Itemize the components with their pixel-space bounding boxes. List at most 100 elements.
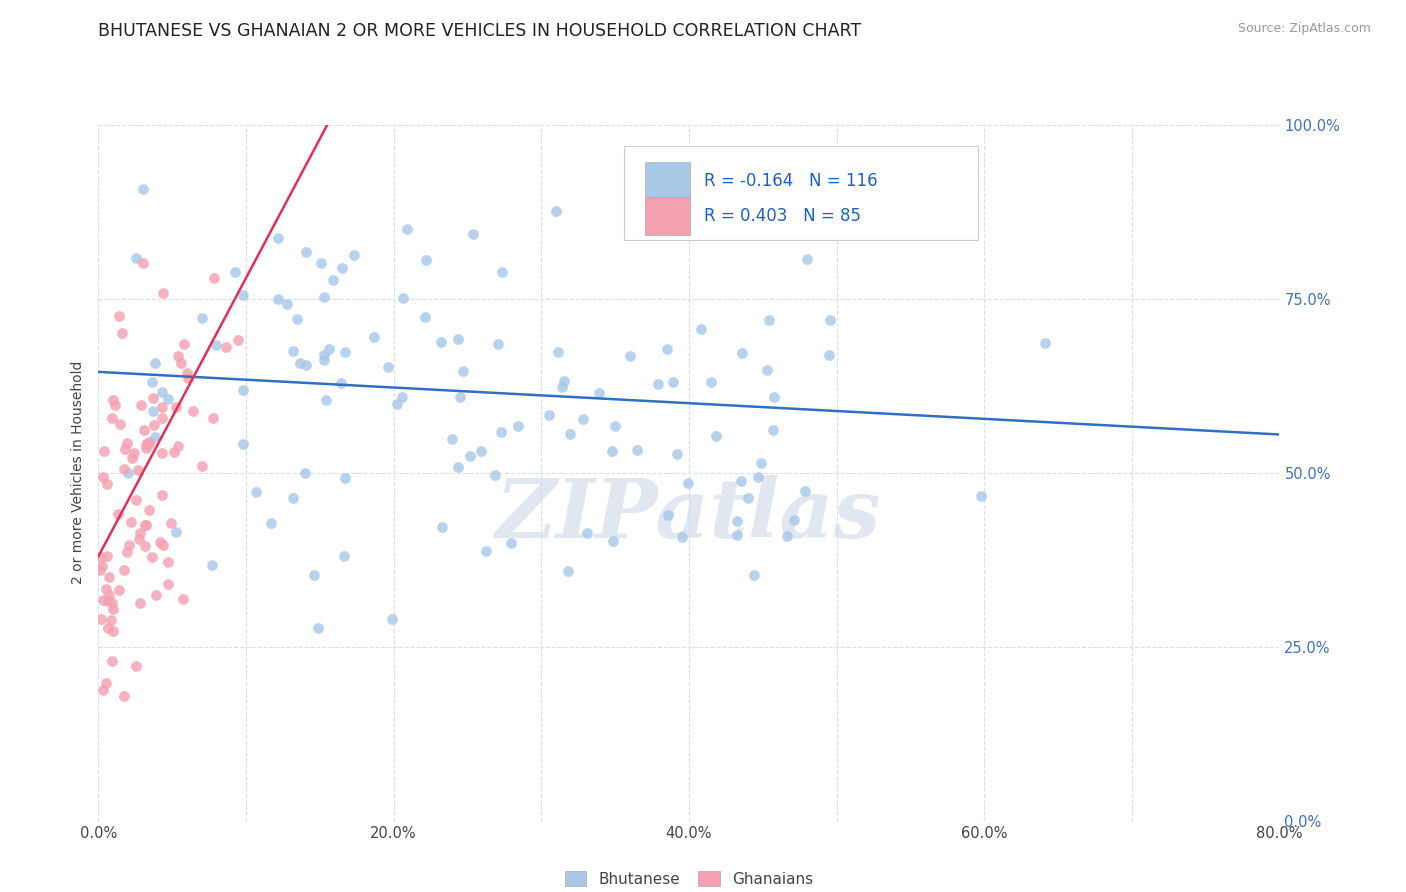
Text: R = -0.164   N = 116: R = -0.164 N = 116 (704, 172, 877, 191)
Point (120, 515, 142, 529)
Point (91, 592, 114, 607)
Point (430, 520, 453, 534)
Point (166, 440, 188, 454)
Point (112, 689, 135, 703)
Text: ZIPatlas: ZIPatlas (496, 475, 882, 555)
Point (215, 340, 238, 354)
Point (491, 265, 513, 279)
Point (122, 446, 145, 460)
Point (747, 470, 769, 484)
Point (101, 654, 124, 668)
Point (201, 558, 224, 573)
Point (415, 252, 437, 267)
Point (118, 538, 141, 552)
Point (762, 390, 785, 404)
Point (538, 409, 561, 423)
Point (322, 273, 344, 287)
Point (315, 393, 337, 408)
Point (131, 181, 153, 195)
Point (143, 418, 166, 433)
Point (121, 450, 143, 465)
Point (96, 676, 118, 690)
Point (93, 444, 115, 458)
Point (201, 411, 224, 425)
Point (166, 349, 188, 363)
Point (204, 271, 226, 285)
Point (128, 526, 150, 541)
FancyBboxPatch shape (624, 145, 979, 240)
Text: R = 0.403   N = 85: R = 0.403 N = 85 (704, 207, 862, 225)
Point (163, 444, 186, 458)
Point (96, 549, 118, 563)
Point (318, 342, 340, 356)
Point (89, 612, 111, 626)
Point (484, 468, 506, 483)
Point (138, 502, 160, 516)
Point (312, 353, 335, 368)
Point (647, 376, 669, 391)
Point (125, 252, 148, 266)
Point (149, 535, 172, 549)
Point (134, 517, 156, 532)
Point (970, 489, 993, 503)
Point (156, 392, 179, 406)
Point (172, 591, 194, 606)
Point (165, 525, 187, 540)
Point (796, 252, 818, 266)
Point (245, 485, 267, 500)
Point (135, 518, 157, 533)
Point (104, 398, 127, 412)
Point (124, 492, 146, 507)
Point (678, 475, 700, 490)
Point (486, 336, 509, 351)
Point (332, 549, 354, 563)
Point (89, 563, 111, 577)
Point (782, 513, 804, 527)
Point (145, 588, 167, 602)
Point (281, 344, 304, 359)
Point (111, 326, 134, 340)
Point (603, 419, 626, 434)
Point (103, 624, 125, 638)
Point (449, 391, 471, 405)
Point (115, 435, 138, 450)
Point (662, 375, 685, 389)
Point (173, 336, 195, 351)
Point (232, 436, 254, 450)
Point (125, 659, 148, 673)
Point (112, 563, 135, 577)
Point (309, 256, 332, 270)
Point (169, 356, 191, 370)
Point (135, 437, 157, 451)
Point (191, 310, 214, 325)
Point (114, 442, 136, 456)
Point (97, 621, 120, 635)
Point (107, 309, 129, 323)
Point (112, 462, 135, 476)
Point (97, 587, 120, 601)
Point (127, 463, 149, 477)
Point (128, 596, 150, 610)
Point (794, 484, 817, 499)
Point (758, 312, 780, 326)
Point (307, 621, 329, 635)
Point (294, 466, 316, 480)
Point (755, 363, 778, 377)
Point (138, 435, 160, 450)
Point (506, 419, 529, 434)
Point (395, 222, 418, 236)
Point (1033, 336, 1056, 351)
Point (295, 359, 318, 373)
Point (281, 491, 304, 505)
Point (742, 567, 765, 582)
Point (314, 290, 336, 304)
Point (101, 410, 124, 425)
Point (156, 555, 179, 569)
Point (749, 456, 772, 470)
Point (141, 550, 163, 565)
Point (333, 471, 356, 485)
Point (392, 291, 415, 305)
Point (156, 577, 179, 591)
Point (762, 423, 785, 437)
Point (690, 322, 713, 336)
